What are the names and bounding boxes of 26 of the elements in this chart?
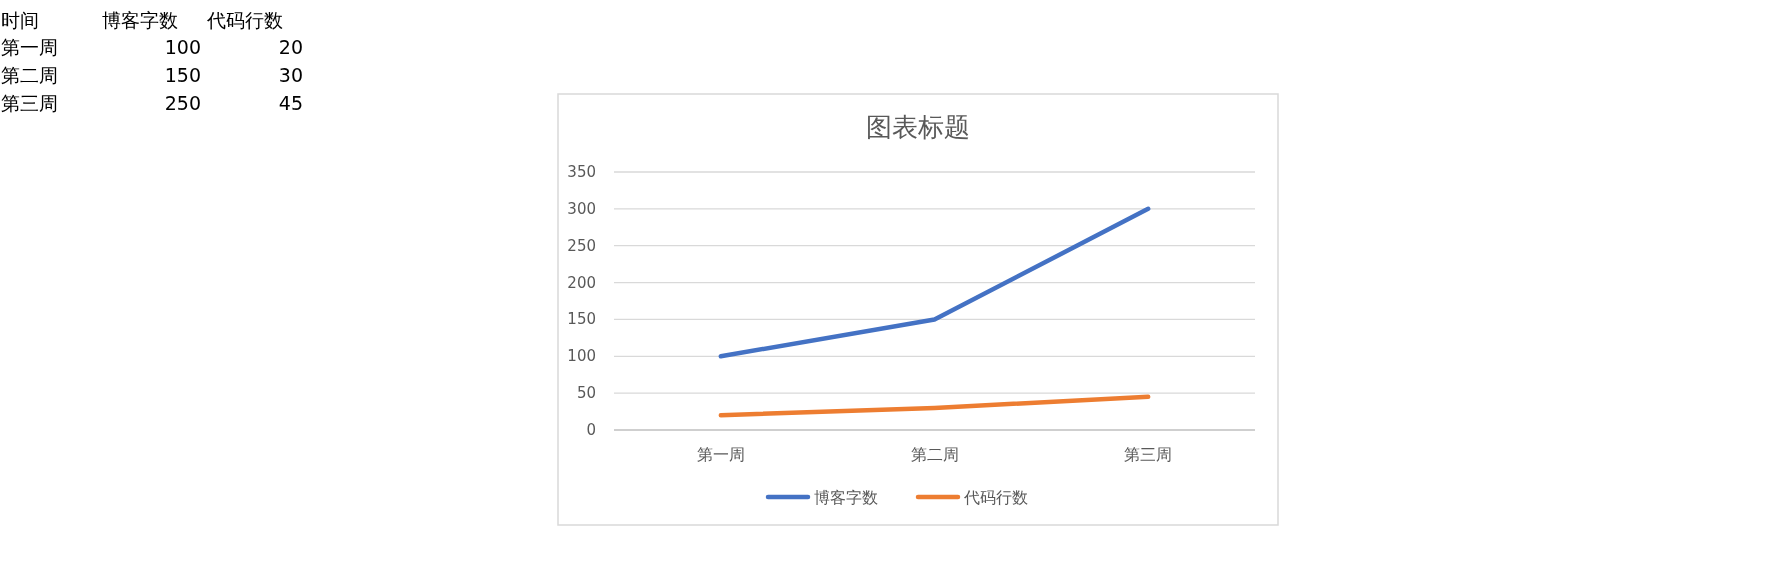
text: 第三周 [1, 92, 58, 114]
text: 150 [164, 64, 201, 86]
text: 时间 [1, 9, 39, 31]
y-tick-label: 50 [576, 384, 596, 403]
text: 代码行数 [206, 9, 283, 31]
y-tick-label: 200 [567, 273, 596, 292]
text: 45 [278, 92, 303, 114]
legend-label: 博客字数 [814, 488, 878, 507]
x-tick-label: 第三周 [1124, 445, 1173, 464]
legend-label: 代码行数 [963, 488, 1028, 507]
x-tick-label: 第一周 [696, 445, 745, 464]
text: 20 [278, 36, 303, 58]
y-tick-label: 0 [586, 421, 596, 439]
y-tick-label: 250 [567, 236, 596, 255]
text: 100 [164, 36, 201, 58]
y-tick-label: 350 [567, 163, 596, 181]
text: 第一周 [1, 36, 58, 58]
x-tick-label: 第二周 [910, 445, 959, 464]
y-tick-label: 100 [567, 347, 596, 366]
text: 第二周 [1, 64, 58, 86]
y-tick-label: 300 [567, 199, 596, 218]
text: 250 [164, 92, 201, 114]
chart-title: 图表标题 [866, 112, 970, 142]
text: 30 [278, 64, 303, 86]
y-tick-label: 150 [567, 310, 596, 329]
text: 博客字数 [102, 9, 178, 31]
